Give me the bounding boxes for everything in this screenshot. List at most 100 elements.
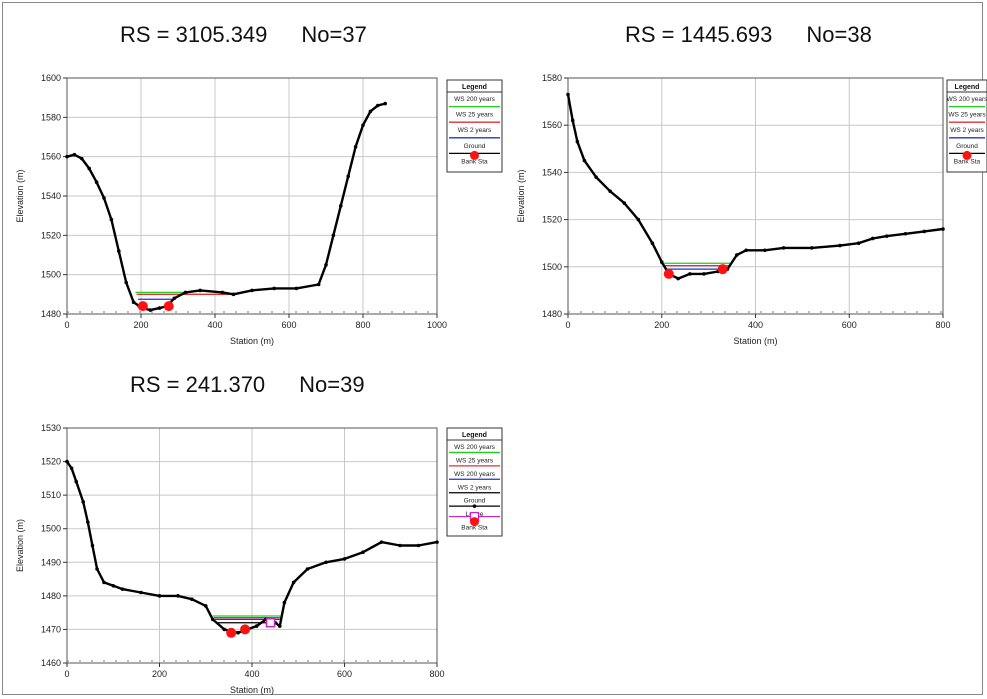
- ground-point: [608, 189, 612, 194]
- chart-panel-rs-241: RS = 241.370 No=39 0 200 400 600 800 1460 1470 1…: [0, 362, 520, 699]
- legend-label: Bank Sta: [461, 525, 488, 532]
- ground-point: [376, 103, 380, 108]
- ground-point: [659, 260, 664, 264]
- x-tick-label: 400: [748, 320, 763, 330]
- chart-title-no: No=39: [299, 372, 365, 397]
- ground-point: [172, 296, 177, 301]
- ground-point: [361, 550, 365, 555]
- ground-point: [294, 286, 299, 291]
- ground-line: [66, 102, 386, 312]
- legend-label: WS 2 years: [950, 127, 984, 134]
- levee-marker: [265, 617, 276, 628]
- x-tick-label: 600: [842, 320, 857, 330]
- legend-label: Ground: [956, 143, 978, 150]
- cross-section-chart: 0 200 400 600 800 1460 1470 1480 1490 1500 1510 152…: [15, 423, 503, 695]
- ground-point: [903, 231, 908, 236]
- ground-point: [622, 201, 627, 205]
- ground-point: [65, 154, 69, 159]
- legend-circle-swatch: [962, 150, 972, 160]
- ground-point: [102, 580, 106, 585]
- ground-point: [74, 479, 79, 484]
- legend-label: Ground: [464, 143, 486, 150]
- bank-station-marker: [137, 301, 148, 312]
- chart-title: RS = 3105.349 No=37: [120, 22, 401, 48]
- x-tick-label: 800: [935, 320, 950, 330]
- ground-point: [111, 583, 116, 588]
- ground-point: [254, 624, 259, 628]
- x-tick-label: 200: [133, 320, 148, 330]
- legend-circle-swatch: [470, 150, 479, 160]
- legend-label: WS 25 years: [456, 112, 494, 119]
- bank-station-marker: [226, 627, 237, 638]
- ground-point: [361, 123, 365, 127]
- ground-point: [183, 290, 188, 295]
- ground-point: [734, 253, 739, 257]
- ground-point: [342, 557, 347, 561]
- chart-title-rs: RS = 1445.693: [625, 22, 773, 47]
- ground-point: [124, 280, 128, 285]
- ground-point: [339, 204, 343, 208]
- ground-point: [809, 246, 814, 250]
- ground-point: [781, 246, 786, 250]
- ground-point: [305, 567, 310, 571]
- x-tick-label: 600: [337, 669, 352, 679]
- ground-point: [838, 243, 842, 248]
- y-tick-label: 1480: [41, 591, 61, 601]
- legend-title: Legend: [462, 84, 487, 91]
- y-tick-label: 1530: [41, 423, 61, 433]
- ground-point: [763, 248, 767, 253]
- ground-point: [277, 624, 282, 628]
- x-tick-label: 1000: [427, 320, 447, 330]
- ground-point: [941, 227, 945, 231]
- ground-point: [236, 630, 240, 635]
- ground-point: [702, 272, 706, 276]
- x-axis-title: Station (m): [230, 336, 274, 346]
- ground-point: [291, 580, 296, 585]
- ground-point: [566, 92, 570, 97]
- ground-point: [324, 560, 328, 565]
- ground-point: [636, 217, 641, 222]
- ground-point: [870, 236, 875, 241]
- x-tick-label: 400: [244, 669, 259, 679]
- ground-point: [102, 196, 106, 200]
- ground-point: [575, 139, 580, 144]
- y-tick-label: 1560: [41, 152, 61, 162]
- ground-point: [676, 276, 680, 281]
- legend-title: Legend: [955, 84, 980, 91]
- ground-point: [222, 627, 227, 632]
- y-tick-label: 1560: [542, 120, 562, 130]
- ground-point: [570, 118, 575, 123]
- legend-label: Ground: [464, 498, 486, 505]
- chart-title-no: No=38: [806, 22, 872, 47]
- y-tick-label: 1500: [542, 262, 562, 272]
- y-axis-title: Elevation (m): [516, 169, 526, 222]
- cross-section-chart: 0 200 400 600 800 1000 1480 1500 1520 1540 1560 158…: [15, 73, 503, 346]
- ground-point: [95, 567, 99, 571]
- legend-dot-swatch: [472, 504, 477, 508]
- y-tick-label: 1510: [41, 490, 61, 500]
- ground-point: [582, 158, 587, 163]
- ground-point: [87, 166, 91, 171]
- legend-title: Legend: [462, 432, 487, 439]
- legend-label: WS 200 years: [454, 444, 496, 451]
- chart-title: RS = 241.370 No=39: [130, 372, 399, 398]
- ground-point: [81, 500, 85, 504]
- bank-station-marker: [663, 268, 674, 279]
- x-tick-label: 600: [281, 320, 296, 330]
- legend-label: Bank Sta: [954, 158, 981, 165]
- y-tick-label: 1540: [542, 167, 562, 177]
- chart-title: RS = 1445.693 No=38: [625, 22, 906, 48]
- y-tick-label: 1490: [41, 557, 61, 567]
- ground-point: [198, 288, 202, 293]
- chart-panel-rs-1445: RS = 1445.693 No=38 0 200 400 600 800 1480 1500…: [505, 0, 987, 365]
- ground-point: [109, 217, 114, 222]
- y-tick-label: 1500: [41, 524, 61, 534]
- ground-point: [94, 180, 99, 185]
- ground-point: [117, 249, 121, 253]
- ground-point: [416, 543, 421, 548]
- bank-station-marker: [717, 264, 728, 275]
- ground-point: [744, 248, 748, 253]
- ground-point: [922, 229, 927, 234]
- ground-point: [324, 263, 328, 267]
- x-tick-label: 0: [64, 320, 69, 330]
